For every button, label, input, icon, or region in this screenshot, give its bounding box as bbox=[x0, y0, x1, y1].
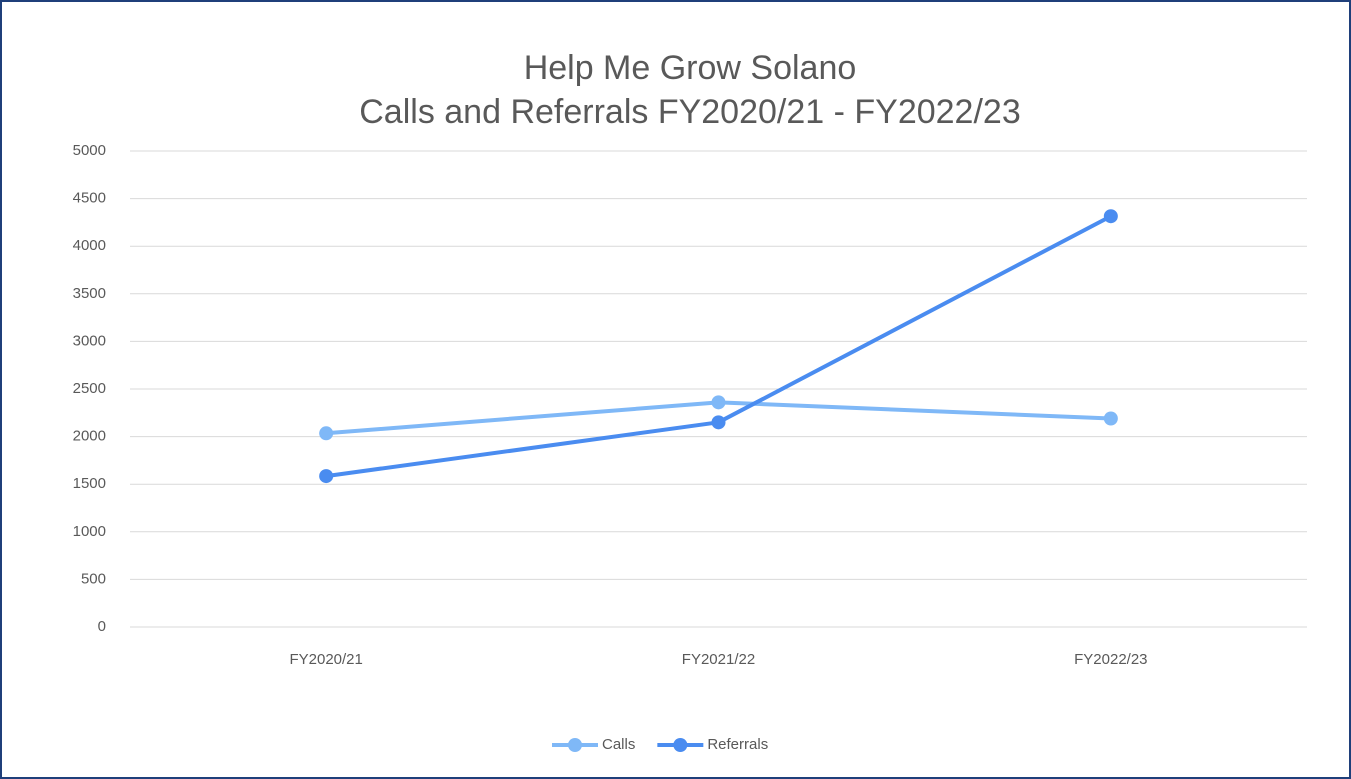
y-tick-label: 4000 bbox=[73, 237, 106, 254]
chart-title: Help Me Grow Solano bbox=[524, 49, 857, 87]
y-tick-label: 500 bbox=[81, 570, 106, 587]
y-tick-label: 1500 bbox=[73, 475, 106, 492]
chart-subtitle: Calls and Referrals FY2020/21 - FY2022/2… bbox=[359, 93, 1020, 131]
y-tick-label: 3500 bbox=[73, 285, 106, 302]
y-tick-label: 1000 bbox=[73, 523, 106, 540]
y-tick-label: 4500 bbox=[73, 190, 106, 207]
point bbox=[319, 469, 334, 484]
legend-label: Referrals bbox=[707, 736, 768, 753]
x-tick-label: FY2021/22 bbox=[682, 651, 755, 668]
point bbox=[711, 415, 726, 430]
y-tick-label: 2500 bbox=[73, 380, 106, 397]
y-tick-label: 5000 bbox=[73, 142, 106, 159]
point bbox=[319, 426, 334, 441]
legend-marker bbox=[673, 738, 688, 752]
point bbox=[1103, 411, 1118, 426]
x-tick-label: FY2022/23 bbox=[1074, 651, 1147, 668]
legend-marker bbox=[568, 738, 582, 752]
point bbox=[1103, 209, 1118, 224]
y-tick-label: 0 bbox=[98, 618, 106, 635]
y-tick-label: 3000 bbox=[73, 332, 106, 349]
y-tick-label: 2000 bbox=[73, 428, 106, 445]
x-tick-label: FY2020/21 bbox=[289, 651, 362, 668]
point bbox=[711, 395, 726, 410]
legend-label: Calls bbox=[602, 736, 635, 753]
